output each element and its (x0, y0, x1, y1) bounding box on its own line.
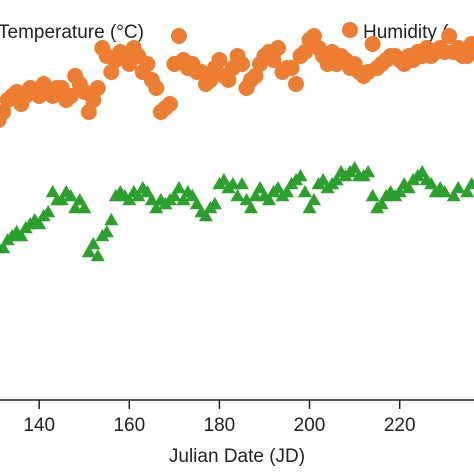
temperature-point (90, 249, 105, 262)
humidity-point (265, 52, 282, 68)
humidity-point (441, 28, 458, 44)
temperature-point (216, 173, 231, 186)
humidity-point (148, 80, 165, 96)
humidity-point (0, 104, 12, 120)
series-temperature (0, 161, 474, 262)
humidity-point (297, 44, 313, 60)
temperature-point (392, 185, 407, 198)
temperature-point (437, 185, 452, 198)
legend-item-humidity: Humidity ( (342, 22, 449, 43)
x-tick-label: 180 (204, 415, 236, 436)
humidity-point (247, 68, 264, 84)
legend-label-temperature: Temperature (°C) (0, 22, 144, 43)
temperature-point (464, 177, 474, 190)
temperature-point (293, 169, 308, 182)
humidity-point (80, 104, 97, 120)
temperature-point (244, 201, 258, 214)
temperature-point (167, 189, 182, 202)
x-tick-label: 200 (294, 415, 326, 436)
humidity-point (364, 36, 381, 52)
temperature-point (451, 181, 466, 194)
temperature-point (140, 185, 155, 198)
temperature-point (460, 185, 474, 198)
temperature-point (171, 181, 186, 194)
temperature-point (41, 205, 56, 218)
temperature-point (271, 181, 285, 194)
temperature-point (374, 197, 389, 210)
temperature-point (401, 181, 416, 194)
temperature-point (63, 189, 78, 202)
temperature-point (207, 197, 222, 210)
temperature-point (424, 177, 439, 190)
temperature-point (122, 193, 137, 206)
temperature-point (239, 193, 254, 206)
temperature-point (32, 217, 47, 230)
humidity-point (170, 28, 187, 44)
humidity-point (85, 92, 102, 108)
humidity-point (283, 60, 300, 76)
temperature-point (248, 189, 263, 202)
x-axis-title: Julian Date (JD) (169, 446, 305, 467)
temperature-point (230, 189, 245, 202)
humidity-point (234, 56, 250, 72)
temperature-point (54, 193, 69, 206)
humidity-point (89, 80, 106, 96)
x-tick-label: 220 (384, 415, 416, 436)
humidity-point (463, 36, 474, 52)
temperature-point (307, 193, 321, 206)
temperature-point (316, 173, 331, 186)
humidity-point (220, 72, 237, 88)
temperature-point (104, 213, 119, 226)
temperature-point (144, 193, 159, 206)
humidity-point (62, 88, 79, 104)
temperature-point (176, 193, 191, 206)
humidity-point (306, 28, 322, 44)
humidity-point (103, 64, 120, 80)
legend: Temperature (°C) Humidity ( (0, 22, 449, 43)
legend-marker-humidity (342, 22, 358, 38)
temperature-point (185, 189, 200, 202)
temperature-point (72, 193, 87, 206)
humidity-point (161, 96, 178, 112)
legend-label-humidity: Humidity ( (363, 22, 449, 43)
humidity-point (211, 52, 228, 68)
temperature-point (302, 201, 317, 214)
temperature-point (99, 225, 114, 238)
x-axis-ticks: 140 160 180 200 220 (23, 400, 416, 436)
temperature-point (77, 201, 92, 214)
temperature-point (253, 181, 267, 194)
temperature-point (415, 165, 430, 178)
temperature-point (225, 177, 240, 190)
humidity-point (139, 56, 156, 72)
temperature-point (45, 185, 60, 198)
temperature-point (262, 193, 276, 206)
temperature-point (86, 237, 101, 250)
x-tick-label: 140 (23, 415, 55, 436)
temperature-point (14, 229, 29, 242)
temperature-point (68, 201, 83, 214)
humidity-point (288, 76, 304, 92)
temperature-point (189, 197, 204, 210)
temperature-point (446, 189, 461, 202)
temperature-point (365, 189, 380, 202)
temperature-point (298, 185, 312, 198)
temperature-point (81, 245, 96, 258)
temperature-point (347, 161, 362, 174)
x-tick-label: 160 (113, 415, 145, 436)
humidity-point (459, 48, 474, 64)
humidity-point (270, 40, 286, 56)
legend-item-temperature: Temperature (°C) (0, 22, 144, 43)
temperature-point (280, 185, 294, 198)
temperature-point (361, 165, 376, 178)
temperature-point (329, 173, 344, 186)
series-humidity (0, 28, 474, 128)
plot-area (0, 28, 474, 262)
temperature-point (149, 201, 164, 214)
temperature-point (198, 209, 213, 222)
humidity-point (202, 72, 219, 88)
temperature-point (235, 177, 249, 190)
temperature-point (131, 189, 146, 202)
